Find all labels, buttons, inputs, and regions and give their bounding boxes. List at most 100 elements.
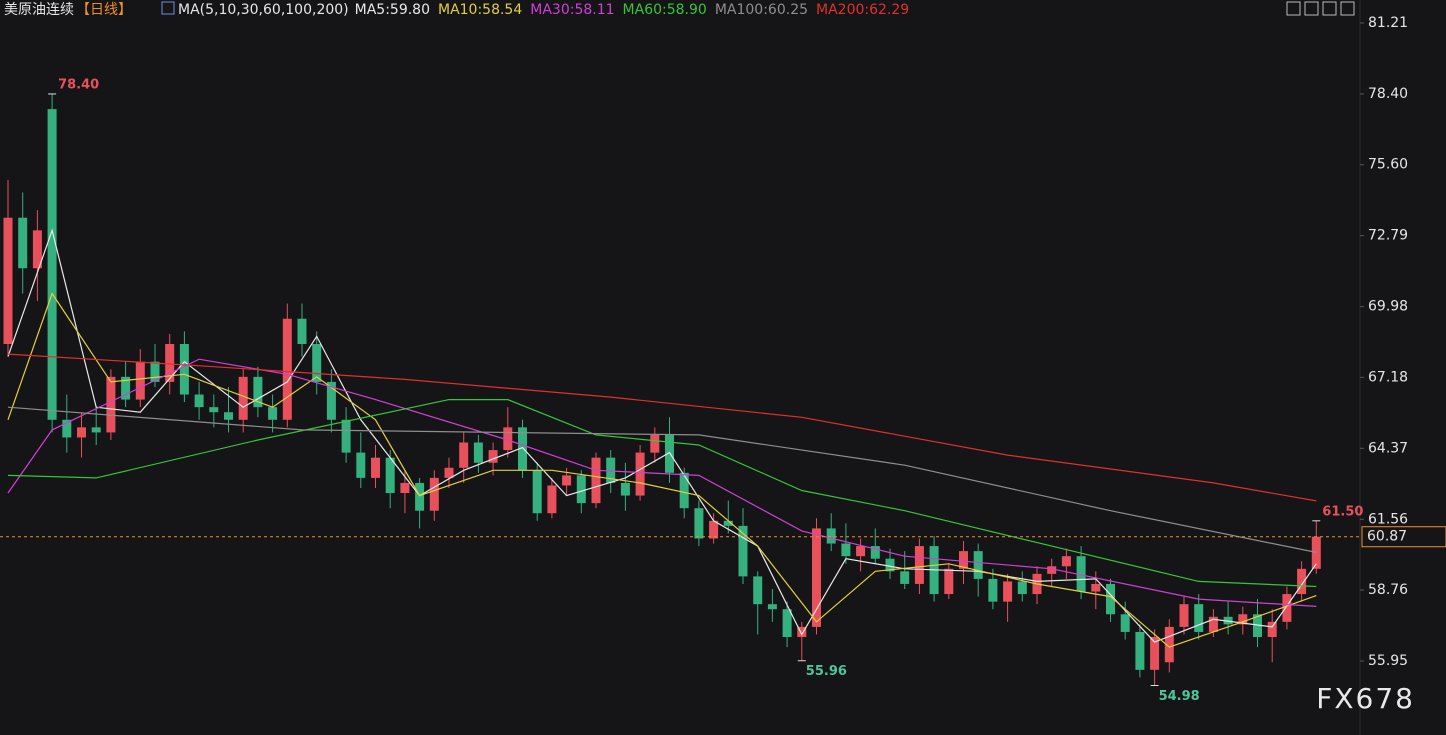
y-tick-label: 72.79 bbox=[1368, 228, 1408, 244]
candle-body bbox=[326, 381, 336, 420]
candle-body bbox=[1091, 583, 1101, 592]
header: 美原油连续 【日线】 MA(5,10,30,60,100,200) MA5:59… bbox=[4, 1, 909, 18]
candle-body bbox=[135, 361, 145, 400]
candle-body bbox=[341, 419, 351, 453]
y-tick-label: 81.21 bbox=[1368, 15, 1408, 31]
candle-body bbox=[562, 475, 572, 486]
candle-body bbox=[459, 442, 469, 468]
candle-body bbox=[635, 452, 645, 496]
y-tick-label: 78.40 bbox=[1368, 86, 1408, 102]
candle-body bbox=[797, 626, 807, 637]
candle-body bbox=[900, 571, 910, 584]
last-price-box bbox=[1361, 526, 1446, 548]
candle-body bbox=[1297, 568, 1307, 595]
ma-line bbox=[7, 406, 1317, 553]
candle-body bbox=[224, 412, 233, 420]
candle-body bbox=[841, 543, 851, 557]
candle-body bbox=[826, 528, 836, 544]
candle-body bbox=[473, 442, 483, 463]
candle-body bbox=[32, 230, 42, 269]
last-price-label: 60.87 bbox=[1367, 529, 1407, 545]
candle-body bbox=[62, 419, 72, 438]
candle-body bbox=[870, 546, 880, 559]
candle-body bbox=[444, 467, 454, 478]
candle-body bbox=[944, 568, 954, 595]
candle-body bbox=[1267, 621, 1277, 637]
candle-body bbox=[47, 109, 57, 420]
candle-body bbox=[150, 361, 160, 382]
candle-body bbox=[1194, 604, 1204, 632]
candle-body bbox=[767, 604, 777, 610]
tool-button[interactable] bbox=[1304, 1, 1319, 16]
indicator: MA(5,10,30,60,100,200) bbox=[178, 2, 349, 18]
candle-body bbox=[1282, 594, 1292, 622]
extreme-label: 54.98 bbox=[1159, 689, 1200, 704]
ma-line bbox=[7, 353, 1317, 502]
candle-body bbox=[694, 508, 704, 539]
candle-body bbox=[312, 344, 322, 382]
candle-body bbox=[1061, 556, 1071, 567]
candle-body bbox=[1135, 631, 1145, 670]
candle-body bbox=[238, 376, 248, 420]
candle-body bbox=[988, 578, 998, 602]
candle-body bbox=[1311, 536, 1321, 569]
candle-body bbox=[371, 457, 380, 478]
candle-body bbox=[1238, 614, 1248, 625]
candle-body bbox=[488, 450, 498, 463]
candle-body bbox=[253, 376, 263, 408]
y-tick-label: 67.18 bbox=[1368, 369, 1408, 385]
candle-body bbox=[738, 525, 748, 577]
candle-body bbox=[18, 217, 28, 269]
candle-body bbox=[665, 434, 674, 473]
candle-body bbox=[1223, 616, 1233, 625]
candle-body bbox=[194, 394, 204, 408]
candle-body bbox=[1208, 616, 1218, 632]
candle-body bbox=[591, 457, 601, 504]
candle-body bbox=[973, 551, 983, 579]
extreme-label: 78.40 bbox=[58, 77, 99, 92]
candle-body bbox=[77, 427, 86, 438]
candle-body bbox=[1003, 581, 1013, 602]
candle-body bbox=[1047, 566, 1057, 574]
candle-body bbox=[709, 520, 719, 539]
candle-body bbox=[385, 457, 395, 494]
tool-button[interactable] bbox=[1286, 1, 1301, 16]
legend-entry: MA100:60.25 bbox=[715, 2, 808, 18]
indicator-icon[interactable] bbox=[161, 1, 175, 15]
candle-body bbox=[576, 475, 586, 504]
candle-body bbox=[650, 434, 660, 453]
watermark: FX678 bbox=[1316, 682, 1415, 715]
toolbar bbox=[1286, 1, 1355, 16]
tool-button[interactable] bbox=[1340, 1, 1355, 16]
candle-body bbox=[297, 318, 307, 345]
y-tick-label: 58.76 bbox=[1368, 582, 1408, 598]
candle-body bbox=[723, 520, 733, 526]
candle-body bbox=[268, 407, 278, 420]
legend-entry: MA200:62.29 bbox=[816, 2, 909, 18]
legend-entry: MA10:58.54 bbox=[438, 2, 522, 18]
candle-body bbox=[1017, 581, 1027, 595]
candle-body bbox=[518, 427, 527, 471]
candle-body bbox=[429, 477, 439, 511]
candle-body bbox=[282, 318, 292, 420]
candle-body bbox=[959, 551, 968, 569]
candle-body bbox=[753, 576, 763, 605]
candle-body bbox=[1106, 583, 1115, 615]
y-tick-label: 69.98 bbox=[1368, 299, 1408, 315]
candle-body bbox=[1253, 614, 1262, 637]
extreme-label: 61.50 bbox=[1322, 504, 1363, 519]
legend-entry: MA5:59.80 bbox=[355, 2, 430, 18]
candle-body bbox=[91, 427, 101, 433]
candle-body bbox=[812, 528, 821, 627]
candle-body bbox=[532, 470, 542, 514]
extreme-label: 55.96 bbox=[806, 664, 847, 679]
candle-body bbox=[165, 344, 175, 382]
candle-body bbox=[3, 217, 13, 345]
period[interactable]: 【日线】 bbox=[76, 2, 132, 18]
legend-entry: MA30:58.11 bbox=[530, 2, 614, 18]
candle-body bbox=[1076, 556, 1086, 592]
candle-body bbox=[415, 482, 425, 511]
tool-button[interactable] bbox=[1322, 1, 1337, 16]
y-tick-label: 55.95 bbox=[1368, 653, 1408, 669]
